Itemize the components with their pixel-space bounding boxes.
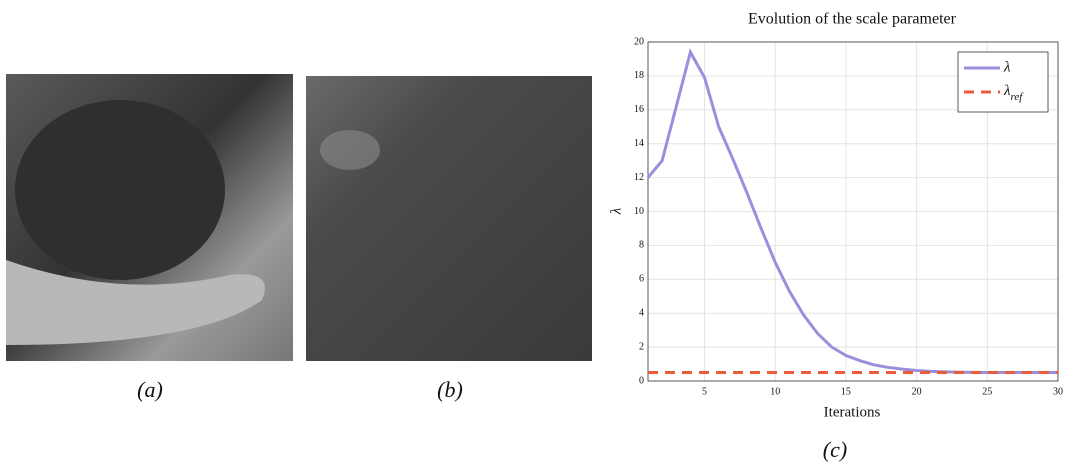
caption: (c) — [823, 437, 847, 462]
caption: (a) — [137, 377, 163, 402]
y-tick-label: 18 — [634, 70, 644, 81]
x-axis-label: Iterations — [824, 404, 881, 420]
y-tick-label: 2 — [639, 341, 644, 352]
y-axis-label: λ — [608, 207, 624, 215]
caption: (b) — [437, 377, 463, 402]
image-a — [6, 74, 293, 361]
legend-label: λref — [1003, 83, 1024, 102]
x-tick-label: 5 — [702, 386, 707, 397]
image-b — [306, 76, 592, 361]
y-tick-label: 10 — [634, 206, 644, 217]
x-tick-label: 20 — [912, 386, 922, 397]
y-tick-label: 16 — [634, 104, 644, 115]
legend-box — [957, 51, 1049, 113]
legend-label: λ — [1003, 59, 1011, 75]
axes-box — [647, 41, 1059, 382]
y-tick-label: 14 — [634, 138, 644, 149]
plot: 0 2 4 6 8 10 12 14 16 18 20 5 10 15 20 25 30 λ λref — [634, 36, 1063, 397]
y-tick-label: 8 — [639, 240, 644, 251]
chart-title: Evolution of the scale parameter — [748, 11, 957, 28]
y-tick-label: 12 — [634, 172, 644, 183]
x-tick-label: 25 — [982, 386, 992, 397]
y-tick-label: 4 — [639, 307, 644, 318]
x-tick-label: 10 — [770, 386, 780, 397]
y-tick-label: 0 — [639, 375, 644, 386]
y-tick-label: 20 — [634, 36, 644, 47]
x-tick-label: 15 — [841, 386, 851, 397]
x-tick-label: 30 — [1053, 386, 1063, 397]
y-tick-label: 6 — [639, 274, 644, 285]
